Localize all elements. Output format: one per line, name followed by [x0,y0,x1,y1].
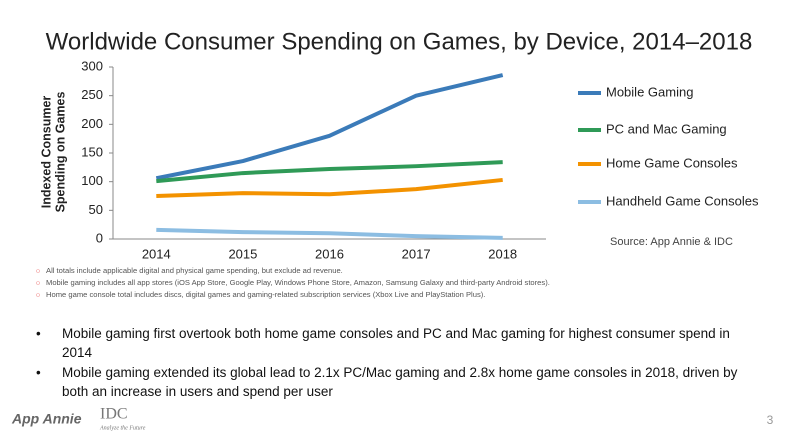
y-tick-label: 250 [81,87,103,102]
series-line [156,227,503,240]
logo-text: App Annie [11,411,82,427]
legend-label: PC and Mac Gaming [606,121,727,136]
series-line [156,160,503,184]
legend-label: Handheld Game Consoles [606,193,759,208]
footnote-bullet [36,269,40,273]
bullet: Mobile gaming extended its global lead t… [30,363,760,401]
series-line [156,177,503,198]
page-number: 3 [767,413,774,427]
chart-title: Worldwide Consumer Spending on Games, by… [46,28,753,55]
x-tick-label: 2015 [228,246,257,261]
x-tick-label: 2017 [402,246,431,261]
footnote: Mobile gaming includes all app stores (i… [46,278,550,287]
y-tick-label: 50 [89,202,103,217]
legend-label: Home Game Consoles [606,155,738,170]
y-tick-label: 150 [81,144,103,159]
bullet-list: Mobile gaming first overtook both home g… [30,324,760,402]
legend-label: Mobile Gaming [606,84,693,99]
y-axis-label: Spending on Games [53,92,67,213]
y-tick-label: 200 [81,116,103,131]
logo-tagline: Analyze the Future [99,425,146,431]
y-axis-label: Indexed Consumer [39,96,53,209]
footnote: Home game console total includes discs, … [46,290,485,299]
y-tick-label: 0 [96,230,103,245]
x-tick-label: 2016 [315,246,344,261]
y-tick-label: 300 [81,58,103,73]
footnote-bullet [36,281,40,285]
y-tick-label: 100 [81,173,103,188]
bullet: Mobile gaming first overtook both home g… [30,324,760,362]
source: Source: App Annie & IDC [610,236,733,248]
footnote-bullet [36,293,40,297]
footnote: All totals include applicable digital an… [46,266,343,275]
x-tick-label: 2014 [142,246,171,261]
series-line [155,73,504,181]
logo-text: IDC [100,406,128,423]
x-tick-label: 2018 [488,246,517,261]
